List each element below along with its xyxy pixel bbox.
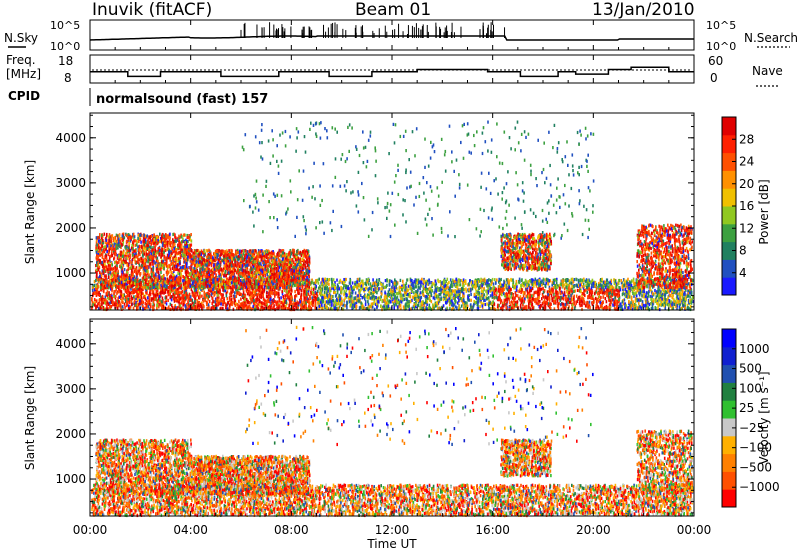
velocity-colorbar-swatch bbox=[722, 489, 736, 508]
velocity-colorbar-tick: 1000 bbox=[739, 342, 770, 356]
velocity-colorbar-swatch bbox=[722, 453, 736, 472]
velocity-colorbar-tick: −25 bbox=[739, 421, 764, 435]
power-colorbar-swatch bbox=[722, 259, 736, 278]
noise-trace bbox=[89, 22, 694, 41]
time-tick-label: 12:00 bbox=[375, 523, 410, 537]
power-y-axis: 1000 2000 3000 4000 bbox=[55, 114, 694, 308]
power-colorbar-tick: 24 bbox=[739, 155, 754, 169]
freq-label-line2: [MHz] bbox=[6, 67, 41, 81]
freq-label-line1: Freq. bbox=[6, 53, 36, 67]
cpid-text: normalsound (fast) 157 bbox=[96, 92, 268, 107]
velocity-colorbar-tick: −100 bbox=[739, 441, 772, 455]
nave-tick-top: 60 bbox=[708, 54, 723, 68]
velocity-colorbar-tick: 100 bbox=[739, 381, 762, 395]
velocity-colorbar-swatch bbox=[722, 329, 736, 348]
velocity-colorbar-swatch bbox=[722, 418, 736, 437]
velocity-ytick-label: 1000 bbox=[55, 472, 86, 486]
nave-tick-bottom: 0 bbox=[710, 71, 718, 85]
power-ytick-label: 1000 bbox=[55, 266, 86, 280]
velocity-y-axis: 1000 2000 3000 4000 bbox=[55, 320, 694, 514]
velocity-ytick-label: 4000 bbox=[55, 337, 86, 351]
power-colorbar-tick: 16 bbox=[739, 199, 754, 213]
velocity-colorbar-label: Velocity [m s⁻¹] bbox=[757, 371, 771, 464]
power-colorbar-swatch bbox=[722, 152, 736, 171]
station-title: Inuvik (fitACF) bbox=[92, 0, 212, 20]
velocity-ylabel: Slant Range [km] bbox=[23, 366, 37, 470]
power-colorbar-swatch bbox=[722, 206, 736, 225]
velocity-colorbar: 1000 500 100 25 −25 −100 −500 −1000 bbox=[721, 328, 780, 508]
noise-panel: N.Sky 10^5 10^0 10^5 10^0 N.Search bbox=[4, 19, 798, 53]
power-colorbar-label: Power [dB] bbox=[757, 179, 771, 244]
velocity-colorbar-tick: −500 bbox=[739, 460, 772, 474]
noise-left-tick-bottom: 10^0 bbox=[50, 40, 80, 53]
noise-right-tick-bottom: 10^0 bbox=[706, 40, 736, 53]
date-title: 13/Jan/2010 bbox=[592, 0, 695, 20]
freq-line bbox=[90, 66, 694, 78]
power-colorbar: 28 24 20 16 12 8 4 bbox=[721, 116, 754, 296]
velocity-heatmap bbox=[91, 325, 694, 518]
power-colorbar-swatch bbox=[722, 223, 736, 243]
power-colorbar-tick: 4 bbox=[739, 266, 747, 280]
time-tick-label: 16:00 bbox=[475, 523, 510, 537]
velocity-panel: 1000 2000 3000 4000 Slant Range [km] 1000 50… bbox=[23, 318, 780, 518]
power-ylabel: Slant Range [km] bbox=[23, 160, 37, 264]
noise-left-label: N.Sky bbox=[4, 31, 38, 45]
noise-line bbox=[89, 35, 694, 41]
freq-panel: Freq. [MHz] 18 8 60 0 Nave CPID normalso… bbox=[6, 53, 783, 107]
time-tick-label: 20:00 bbox=[576, 523, 611, 537]
time-axis: 00:00 04:00 08:00 12:00 16:00 20:00 00:00 bbox=[73, 20, 712, 537]
velocity-colorbar-swatch bbox=[722, 382, 736, 401]
time-axis-label: Time UT bbox=[366, 537, 417, 551]
power-colorbar-swatch bbox=[722, 170, 736, 189]
freq-trace bbox=[90, 66, 694, 78]
time-tick-label: 00:00 bbox=[73, 523, 108, 537]
velocity-colorbar-tick: 500 bbox=[739, 362, 762, 376]
velocity-colorbar-tick: −1000 bbox=[739, 480, 780, 494]
power-colorbar-swatch bbox=[722, 241, 736, 260]
time-tick-label: 08:00 bbox=[274, 523, 309, 537]
freq-tick-top: 18 bbox=[58, 54, 73, 68]
power-colorbar-tick: 8 bbox=[739, 244, 747, 258]
noise-left-tick-top: 10^5 bbox=[50, 19, 80, 32]
velocity-ytick-label: 2000 bbox=[55, 427, 86, 441]
velocity-ytick-label: 3000 bbox=[55, 382, 86, 396]
power-colorbar-swatch bbox=[722, 134, 736, 154]
power-panel: 1000 2000 3000 4000 Slant Range [km] 28 24 20… bbox=[23, 112, 771, 312]
power-ytick-label: 4000 bbox=[55, 131, 86, 145]
power-ytick-label: 3000 bbox=[55, 176, 86, 190]
time-tick-label: 00:00 bbox=[677, 523, 712, 537]
power-ytick-label: 2000 bbox=[55, 221, 86, 235]
velocity-colorbar-swatch bbox=[722, 435, 736, 455]
time-tick-label: 04:00 bbox=[173, 523, 208, 537]
freq-tick-bottom: 8 bbox=[64, 71, 72, 85]
power-colorbar-swatch bbox=[722, 117, 736, 136]
power-colorbar-tick: 28 bbox=[739, 132, 754, 146]
velocity-colorbar-swatch bbox=[722, 471, 736, 490]
power-colorbar-tick: 20 bbox=[739, 177, 754, 191]
power-colorbar-tick: 12 bbox=[739, 221, 754, 235]
cpid-label: CPID bbox=[8, 89, 40, 103]
velocity-colorbar-tick: 25 bbox=[739, 401, 754, 415]
velocity-colorbar-swatch bbox=[722, 400, 736, 419]
noise-right-label: N.Search bbox=[744, 31, 798, 45]
velocity-colorbar-swatch bbox=[722, 346, 736, 366]
power-heatmap bbox=[91, 120, 694, 312]
noise-right-tick-top: 10^5 bbox=[706, 19, 736, 32]
power-colorbar-swatch bbox=[722, 188, 736, 207]
beam-title: Beam 01 bbox=[355, 0, 431, 20]
nave-label: Nave bbox=[752, 64, 783, 78]
velocity-colorbar-swatch bbox=[722, 364, 736, 383]
power-colorbar-swatch bbox=[722, 277, 736, 296]
